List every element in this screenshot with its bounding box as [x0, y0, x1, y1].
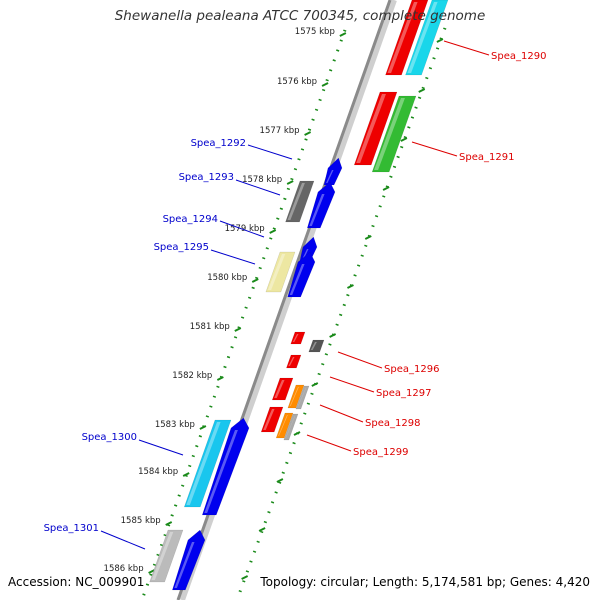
gene-feature-spea-1297 — [286, 354, 302, 369]
ruler-major-tick-right — [382, 186, 390, 191]
ruler-major-tick-left — [339, 32, 347, 37]
gene-leader-line — [329, 376, 375, 393]
ruler-major-tick-right — [347, 284, 354, 289]
gene-feature-spea-1296-red — [290, 331, 306, 345]
ruler-ticks: 1575 kbp 1576 kbp 1577 kbp 1578 kbp 1579 kbp… — [104, 27, 447, 601]
gene-feature-spea-1298-red — [271, 377, 294, 401]
ruler-major-tick-right — [241, 575, 249, 580]
gene-feature-spea-1295-yellow — [265, 251, 296, 293]
gene-leader-line — [219, 220, 265, 238]
ruler-major-tick-left — [286, 180, 294, 185]
gene-label-left[interactable]: Spea_1295 — [154, 242, 209, 253]
ruler-major-tick-left — [199, 425, 207, 430]
ruler-left-dotted-line — [140, 29, 347, 601]
ruler-major-tick-left — [321, 82, 329, 87]
gene-labels: Spea_1292 Spea_1293 Spea_1294 Spea_1295 Spea… — [44, 40, 546, 550]
gene-feature-spea-1299-grey — [283, 413, 299, 441]
gene-label-left[interactable]: Spea_1294 — [163, 214, 218, 225]
gene-leader-line — [138, 439, 184, 456]
gene-feature-spea-1293-grey — [285, 180, 315, 223]
genome-summary: Topology: circular; Length: 5,174,581 bp… — [260, 575, 590, 589]
ruler-major-tick-right — [436, 38, 444, 43]
page-title: Shewanella pealeana ATCC 700345, complet… — [114, 8, 486, 24]
gene-feature-spea-1292 — [323, 157, 343, 186]
gene-feature-spea-1301-grey — [149, 529, 184, 583]
gene-feature-spea-1299-orange — [275, 412, 294, 439]
gene-feature-spea-1300-cyan — [183, 419, 232, 508]
ruler-right-dotted-line — [235, 27, 447, 601]
gene-label-right[interactable]: Spea_1299 — [353, 447, 408, 458]
gene-leader-line — [235, 179, 281, 196]
gene-leader-line — [247, 144, 293, 160]
gene-feature-spea-1291-red — [353, 91, 398, 166]
gene-leader-line — [443, 40, 490, 56]
gene-leader-line — [411, 141, 458, 157]
gene-feature-spea-1299-red — [260, 406, 284, 433]
ruler-tick-label: 1576 kbp — [277, 77, 317, 87]
gene-label-left[interactable]: Spea_1300 — [82, 432, 137, 443]
gene-label-right[interactable]: Spea_1290 — [491, 51, 546, 62]
ruler-tick-label: 1580 kbp — [207, 273, 247, 283]
ruler-tick-label: 1575 kbp — [295, 27, 335, 37]
gene-label-left[interactable]: Spea_1301 — [44, 523, 99, 534]
gene-label-left[interactable]: Spea_1292 — [191, 138, 246, 149]
gene-leader-line — [100, 530, 146, 550]
gene-feature-spea-1301 — [171, 529, 206, 591]
ruler-major-tick-right — [311, 382, 319, 387]
gene-label-right[interactable]: Spea_1298 — [365, 418, 420, 429]
gene-label-right[interactable]: Spea_1297 — [376, 388, 431, 399]
gene-feature-spea-1298-grey — [295, 385, 310, 410]
ruler-major-tick-right — [329, 333, 337, 338]
gene-leader-line — [306, 434, 352, 452]
ruler-tick-label: 1585 kbp — [121, 516, 161, 526]
ruler-tick-label: 1582 kbp — [172, 371, 212, 381]
ruler-tick-label: 1586 kbp — [104, 564, 144, 574]
gene-label-right[interactable]: Spea_1291 — [459, 152, 514, 163]
ruler-tick-label: 1577 kbp — [260, 126, 300, 136]
gene-leader-line — [210, 249, 256, 265]
ruler-major-tick-left — [304, 131, 312, 136]
gene-leader-line — [337, 351, 383, 369]
gene-label-left[interactable]: Spea_1293 — [179, 172, 234, 183]
ruler-tick-label: 1581 kbp — [190, 322, 230, 332]
gene-feature-spea-1293 — [306, 181, 336, 229]
accession-label: Accession: NC_009901 — [8, 575, 145, 589]
gene-feature-spea-1295 — [287, 251, 316, 298]
ruler-major-tick-left — [251, 278, 259, 283]
ruler-major-tick-left — [148, 569, 156, 574]
ruler-major-tick-right — [276, 478, 284, 483]
ruler-major-tick-right — [258, 527, 266, 532]
ruler-major-tick-left — [165, 521, 173, 526]
ruler-major-tick-left — [182, 472, 190, 477]
gene-feature-spea-1298-orange — [287, 384, 305, 409]
gene-features — [149, 0, 449, 591]
gene-leader-line — [319, 404, 364, 423]
gene-feature-spea-1290-cyan — [405, 0, 449, 76]
ruler-major-tick-right — [293, 431, 301, 436]
ruler-major-tick-right — [400, 137, 408, 142]
ruler-major-tick-right — [364, 235, 372, 240]
gene-feature-spea-1296-grey — [308, 339, 325, 353]
ruler-major-tick-right — [418, 88, 426, 93]
ruler-major-tick-left — [216, 376, 224, 381]
gene-feature-spea-1290-red — [385, 0, 429, 76]
ruler-tick-label: 1583 kbp — [155, 420, 195, 430]
ruler-tick-label: 1579 kbp — [225, 224, 265, 234]
ruler-tick-label: 1578 kbp — [242, 175, 282, 185]
ruler-tick-label: 1584 kbp — [138, 467, 178, 477]
ruler-major-tick-left — [269, 229, 277, 234]
ruler-major-tick-left — [234, 327, 242, 332]
gene-feature-spea-1300 — [201, 417, 250, 516]
gene-label-right[interactable]: Spea_1296 — [384, 364, 439, 375]
gene-feature-spea-1291-green — [371, 95, 417, 173]
